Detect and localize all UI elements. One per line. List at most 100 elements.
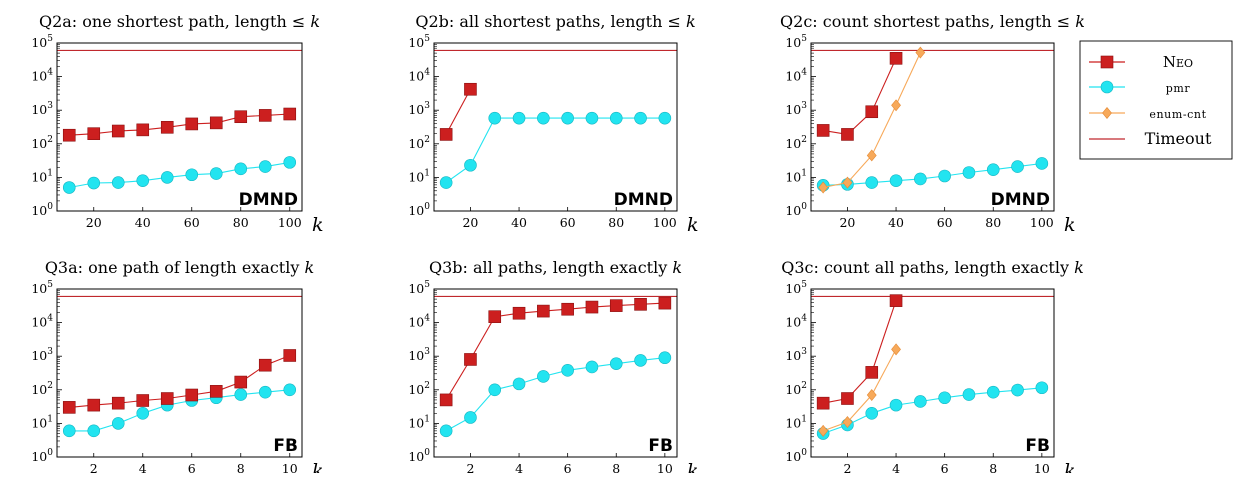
- data-point-pmr: [962, 388, 976, 401]
- y-tick-exponent: 2: [801, 381, 807, 391]
- chart-title-text: Q2c: count shortest paths, length ≤: [780, 12, 1075, 31]
- data-point-neo: [87, 398, 101, 412]
- data-point-pmr: [488, 111, 502, 125]
- panel-q2b: Q2b: all shortest paths, length ≤ k 100 10…: [408, 12, 698, 236]
- data-point-enum-cnt: [866, 389, 877, 401]
- dataset-label: FB: [273, 436, 298, 456]
- y-tick-label: 103: [408, 347, 430, 363]
- y-tick-exponent: 2: [801, 135, 807, 145]
- data-point-pmr: [609, 357, 623, 370]
- chart-title-variable: k: [686, 12, 696, 31]
- data-point-enum-cnt: [818, 424, 829, 437]
- y-tick-base: 10: [31, 69, 47, 84]
- x-axis-label: k: [312, 214, 324, 236]
- chart-title-variable: k: [672, 258, 682, 277]
- y-tick-label: 100: [785, 448, 807, 464]
- x-tick-label: 100: [653, 215, 677, 230]
- panel-q2c: Q2c: count shortest paths, length ≤ k100…: [780, 12, 1085, 236]
- y-tick-label: 102: [785, 381, 807, 397]
- data-point-neo: [889, 52, 903, 65]
- data-point-neo: [488, 310, 502, 323]
- y-tick-base: 10: [31, 203, 47, 218]
- y-tick-exponent: 0: [801, 202, 807, 212]
- y-tick-label: 105: [31, 34, 53, 50]
- y-tick-base: 10: [31, 449, 47, 464]
- series-line-pmr: [69, 161, 290, 189]
- data-point-neo: [816, 124, 830, 137]
- data-point-neo: [185, 117, 199, 131]
- y-tick-base: 10: [785, 281, 801, 296]
- y-tick-exponent: 4: [801, 68, 807, 78]
- y-tick-label: 100: [31, 202, 53, 218]
- data-point-pmr: [537, 370, 550, 383]
- data-point-neo: [209, 116, 223, 130]
- y-tick-label: 102: [31, 381, 53, 397]
- data-point-pmr: [283, 156, 297, 169]
- y-tick-base: 10: [408, 281, 424, 296]
- y-tick-label: 103: [785, 101, 807, 117]
- data-point-neo: [185, 388, 199, 402]
- x-tick-label: 2: [843, 461, 851, 473]
- y-tick-base: 10: [785, 102, 801, 117]
- chart-title: Q3c: count all paths, length exactly k: [781, 258, 1084, 277]
- y-tick-exponent: 1: [47, 168, 53, 178]
- y-tick-label: 103: [785, 347, 807, 363]
- data-point-pmr: [464, 158, 477, 172]
- x-tick-label: 4: [892, 461, 900, 473]
- data-point-pmr: [986, 385, 1000, 399]
- y-tick-exponent: 0: [47, 202, 53, 212]
- y-tick-label: 105: [408, 280, 430, 296]
- series-line-pmr: [823, 162, 1042, 186]
- series-line-neo: [823, 58, 897, 135]
- y-tick-label: 102: [31, 135, 53, 151]
- y-tick-base: 10: [31, 136, 47, 151]
- data-point-neo: [439, 393, 453, 407]
- y-tick-exponent: 1: [801, 414, 807, 424]
- series-line-neo: [445, 89, 471, 135]
- data-point-pmr: [258, 160, 272, 173]
- chart-title-text: Q2b: all shortest paths, length ≤: [415, 12, 686, 31]
- x-axis-label: k: [687, 214, 699, 236]
- y-tick-exponent: 5: [801, 280, 807, 290]
- data-point-neo: [561, 302, 574, 316]
- data-point-pmr: [585, 360, 599, 374]
- y-tick-base: 10: [785, 136, 801, 151]
- y-tick-label: 100: [408, 202, 430, 218]
- data-point-neo: [111, 124, 125, 138]
- x-tick-label: 40: [888, 215, 904, 230]
- data-point-neo: [609, 299, 623, 312]
- y-tick-exponent: 1: [424, 168, 430, 178]
- y-tick-base: 10: [31, 382, 47, 397]
- y-tick-exponent: 3: [47, 101, 53, 111]
- y-tick-exponent: 2: [47, 135, 53, 145]
- y-tick-base: 10: [408, 415, 424, 430]
- y-tick-label: 104: [408, 314, 430, 330]
- data-point-neo: [111, 396, 125, 410]
- y-tick-base: 10: [785, 35, 801, 50]
- data-point-neo: [865, 366, 879, 379]
- y-tick-label: 103: [31, 101, 53, 117]
- data-point-pmr: [658, 351, 672, 365]
- data-point-pmr: [865, 176, 879, 189]
- chart-title-text: Q2a: one shortest path, length ≤: [39, 12, 310, 31]
- data-point-neo: [209, 385, 223, 398]
- data-point-neo: [283, 349, 297, 362]
- y-tick-label: 101: [31, 168, 53, 184]
- data-point-neo: [283, 107, 297, 121]
- legend-label-pmr: pmr: [1166, 82, 1191, 95]
- x-tick-label: 40: [135, 215, 151, 230]
- y-tick-base: 10: [408, 348, 424, 363]
- x-tick-label: 8: [612, 461, 620, 473]
- x-tick-label: 20: [462, 215, 478, 230]
- data-point-pmr: [1011, 383, 1024, 397]
- y-tick-base: 10: [31, 415, 47, 430]
- y-tick-label: 103: [408, 101, 430, 117]
- legend-marker-neo: [1100, 55, 1114, 69]
- data-point-pmr: [136, 174, 150, 187]
- chart-title: Q3b: all paths, length exactly k: [429, 258, 682, 277]
- data-point-enum-cnt: [842, 176, 853, 189]
- x-tick-label: 40: [511, 215, 527, 230]
- x-tick-label: 2: [466, 461, 474, 473]
- data-point-neo: [258, 109, 272, 122]
- data-point-pmr: [561, 111, 574, 125]
